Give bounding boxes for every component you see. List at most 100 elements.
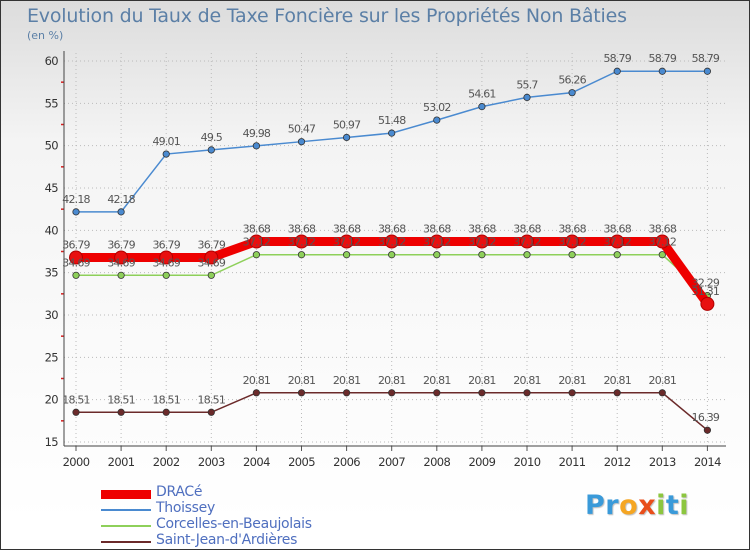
data-label-corcelles-en-beaujolais: 34.69 xyxy=(152,256,180,269)
data-point-thoissey xyxy=(117,208,125,216)
data-point-thoissey xyxy=(342,133,351,142)
data-point-thoissey xyxy=(162,150,170,158)
chart-title: Evolution du Taux de Taxe Foncière sur l… xyxy=(27,5,627,27)
data-label-saint-jean-d-ardieres: 18.51 xyxy=(62,393,90,406)
legend-label-saint-jean: Saint-Jean-d'Ardières xyxy=(156,532,298,548)
data-label-saint-jean-d-ardieres: 20.81 xyxy=(468,374,496,387)
data-label-drace: 38.68 xyxy=(558,223,586,236)
data-point-corcelles-en-beaujolais xyxy=(162,271,170,279)
data-point-drace xyxy=(565,234,580,249)
logo-letter: x xyxy=(638,490,657,521)
data-label-corcelles-en-beaujolais: 37.12 xyxy=(603,236,631,249)
data-label-drace: 36.79 xyxy=(198,239,226,252)
x-tick-label: 2008 xyxy=(423,455,450,469)
data-label-corcelles-en-beaujolais: 37.12 xyxy=(288,236,316,249)
legend-swatch-saint-jean xyxy=(101,541,151,543)
data-label-corcelles-en-beaujolais: 37.12 xyxy=(649,236,677,249)
legend-swatch-corcelles xyxy=(101,525,151,527)
data-label-thoissey: 58.79 xyxy=(692,52,720,65)
data-label-saint-jean-d-ardieres: 20.81 xyxy=(333,374,361,387)
data-point-thoissey xyxy=(703,67,712,75)
data-point-drace xyxy=(69,250,83,265)
data-label-corcelles-en-beaujolais: 37.12 xyxy=(513,236,541,249)
y-tick-label: 55 xyxy=(45,96,59,110)
data-label-thoissey: 50.47 xyxy=(288,123,316,136)
legend-swatch-drace xyxy=(101,490,151,499)
y-tick-label: 20 xyxy=(45,393,59,407)
data-label-drace: 36.79 xyxy=(152,239,180,252)
data-point-thoissey xyxy=(252,142,260,150)
data-point-corcelles-en-beaujolais xyxy=(297,251,306,259)
data-point-thoissey xyxy=(613,67,621,75)
data-point-thoissey xyxy=(433,116,441,124)
data-label-drace: 38.68 xyxy=(513,223,541,236)
data-point-saint-jean-d-ardieres xyxy=(72,408,80,416)
data-point-corcelles-en-beaujolais xyxy=(388,251,396,259)
data-label-drace: 38.68 xyxy=(243,223,271,236)
x-tick-label: 2004 xyxy=(243,455,270,469)
grid-lines xyxy=(64,53,726,446)
data-label-drace: 36.79 xyxy=(107,239,135,252)
data-point-drace xyxy=(520,234,534,249)
data-point-saint-jean-d-ardieres xyxy=(207,408,215,416)
data-label-saint-jean-d-ardieres: 18.51 xyxy=(198,393,226,406)
data-label-saint-jean-d-ardieres: 16.39 xyxy=(692,411,720,424)
y-tick-label: 35 xyxy=(45,266,59,280)
data-label-saint-jean-d-ardieres: 18.51 xyxy=(152,393,180,406)
data-label-drace: 38.68 xyxy=(378,223,406,236)
data-point-thoissey xyxy=(478,103,486,111)
data-label-drace: 36.79 xyxy=(62,239,90,252)
y-tick-label: 40 xyxy=(45,223,59,237)
data-point-corcelles-en-beaujolais xyxy=(433,251,441,259)
data-point-corcelles-en-beaujolais xyxy=(207,271,215,279)
data-label-thoissey: 51.48 xyxy=(378,114,406,127)
data-point-saint-jean-d-ardieres xyxy=(433,389,441,397)
legend-label-corcelles: Corcelles-en-Beaujolais xyxy=(156,516,312,532)
data-point-thoissey xyxy=(523,93,531,102)
data-point-saint-jean-d-ardieres xyxy=(568,389,576,397)
data-label-corcelles-en-beaujolais: 37.12 xyxy=(558,236,586,249)
logo-letter: r xyxy=(605,490,620,521)
data-label-corcelles-en-beaujolais: 34.69 xyxy=(62,256,90,269)
x-tick-label: 2001 xyxy=(108,455,135,469)
data-point-drace xyxy=(610,234,625,249)
data-point-corcelles-en-beaujolais xyxy=(478,251,486,259)
data-label-thoissey: 42.18 xyxy=(62,193,90,206)
y-tick-label: 50 xyxy=(45,139,59,153)
legend-label-thoissey: Thoissey xyxy=(156,500,215,516)
data-point-thoissey xyxy=(658,67,666,75)
axes xyxy=(61,51,726,451)
data-point-drace xyxy=(114,250,129,265)
data-label-thoissey: 54.61 xyxy=(468,88,496,101)
data-label-saint-jean-d-ardieres: 20.81 xyxy=(423,374,451,387)
data-label-corcelles-en-beaujolais: 37.12 xyxy=(243,236,271,249)
y-tick-label: 25 xyxy=(45,350,59,364)
data-point-corcelles-en-beaujolais xyxy=(523,251,531,259)
data-label-thoissey: 53.02 xyxy=(423,101,451,114)
logo-letter: P xyxy=(585,490,606,521)
x-tick-label: 2009 xyxy=(468,455,495,469)
data-label-drace: 38.68 xyxy=(288,223,316,236)
x-tick-label: 2002 xyxy=(153,455,180,469)
data-point-saint-jean-d-ardieres xyxy=(252,389,260,397)
data-point-saint-jean-d-ardieres xyxy=(658,389,666,397)
data-label-corcelles-en-beaujolais: 37.12 xyxy=(333,236,361,249)
data-point-corcelles-en-beaujolais xyxy=(613,251,621,259)
data-label-corcelles-en-beaujolais: 37.12 xyxy=(468,236,496,249)
y-axis-unit: (en %) xyxy=(27,29,64,42)
data-point-saint-jean-d-ardieres xyxy=(342,389,351,397)
data-labels-layer: 18.51 18.51 18.51 18.51 20.81 20.81 20.81 20.81… xyxy=(62,52,720,424)
data-label-corcelles-en-beaujolais: 34.69 xyxy=(107,256,135,269)
data-label-drace: 38.68 xyxy=(649,223,677,236)
data-point-saint-jean-d-ardieres xyxy=(117,408,125,416)
data-point-corcelles-en-beaujolais xyxy=(342,251,351,259)
data-point-drace xyxy=(339,234,354,249)
data-point-drace xyxy=(159,250,174,265)
data-point-thoissey xyxy=(207,146,215,154)
logo-letter: o xyxy=(619,490,639,521)
data-point-drace xyxy=(700,296,715,311)
data-label-drace: 38.68 xyxy=(468,223,496,236)
data-point-thoissey xyxy=(388,129,396,137)
data-label-corcelles-en-beaujolais: 32.29 xyxy=(692,277,720,290)
data-point-corcelles-en-beaujolais xyxy=(568,251,576,259)
